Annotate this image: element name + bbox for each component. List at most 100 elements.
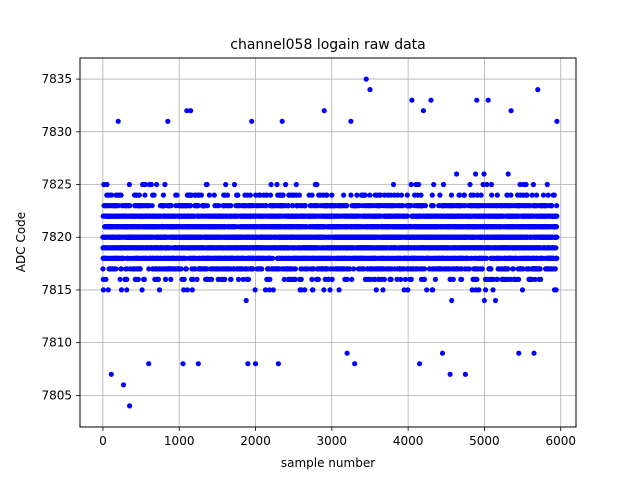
data-point bbox=[351, 266, 357, 272]
data-point bbox=[162, 181, 168, 188]
data-point bbox=[195, 203, 201, 209]
data-point bbox=[135, 276, 141, 282]
data-point bbox=[398, 276, 404, 282]
data-point bbox=[416, 181, 422, 188]
data-point bbox=[348, 192, 354, 198]
data-point bbox=[105, 287, 111, 293]
data-point bbox=[104, 181, 110, 188]
data-point bbox=[118, 287, 125, 293]
data-point bbox=[224, 192, 231, 198]
data-point bbox=[408, 276, 414, 282]
data-point bbox=[440, 181, 447, 188]
data-point bbox=[187, 203, 194, 209]
data-point bbox=[296, 192, 302, 198]
data-point bbox=[404, 213, 410, 219]
data-point bbox=[430, 287, 436, 293]
data-point bbox=[280, 192, 286, 198]
data-point bbox=[354, 192, 360, 198]
data-points bbox=[100, 76, 560, 409]
data-point bbox=[127, 203, 133, 209]
data-point bbox=[283, 181, 289, 188]
data-point bbox=[189, 287, 195, 293]
data-point bbox=[118, 266, 124, 272]
data-point bbox=[118, 192, 124, 198]
data-point bbox=[192, 266, 198, 272]
data-point bbox=[103, 276, 109, 282]
data-point bbox=[310, 287, 316, 293]
data-point bbox=[126, 181, 132, 188]
data-point bbox=[461, 192, 467, 198]
data-point bbox=[235, 192, 241, 198]
data-point bbox=[163, 276, 169, 282]
data-point bbox=[124, 276, 130, 282]
data-point bbox=[424, 287, 430, 293]
data-point bbox=[181, 276, 187, 282]
data-point bbox=[228, 276, 234, 282]
data-point bbox=[302, 203, 308, 209]
data-point bbox=[422, 266, 428, 272]
data-point bbox=[268, 181, 274, 188]
data-point bbox=[349, 276, 355, 282]
data-point bbox=[154, 181, 160, 188]
data-point bbox=[267, 192, 274, 198]
data-point bbox=[362, 192, 368, 198]
data-point bbox=[245, 276, 252, 282]
x-gridlines bbox=[102, 58, 562, 427]
data-point bbox=[474, 276, 480, 282]
data-point bbox=[109, 192, 115, 198]
data-point bbox=[178, 266, 184, 272]
data-point bbox=[136, 192, 142, 198]
data-point bbox=[181, 287, 187, 293]
data-point bbox=[151, 192, 157, 198]
data-point bbox=[454, 171, 460, 177]
data-point bbox=[418, 192, 424, 198]
data-point bbox=[228, 203, 234, 209]
data-point bbox=[321, 287, 327, 293]
data-point bbox=[223, 181, 229, 188]
data-point bbox=[467, 181, 473, 188]
data-point bbox=[476, 287, 482, 293]
data-point bbox=[367, 192, 373, 198]
data-point bbox=[292, 266, 298, 272]
data-point bbox=[341, 192, 347, 198]
data-point bbox=[204, 181, 210, 188]
data-point bbox=[115, 203, 121, 209]
data-point bbox=[113, 266, 119, 272]
data-point bbox=[344, 276, 350, 282]
data-point bbox=[124, 287, 130, 293]
data-point bbox=[448, 192, 455, 198]
data-point bbox=[141, 276, 147, 282]
data-point bbox=[117, 276, 123, 282]
data-point bbox=[327, 287, 333, 293]
data-point bbox=[381, 276, 387, 282]
data-point bbox=[155, 276, 161, 282]
data-point bbox=[204, 203, 211, 209]
data-point bbox=[398, 192, 405, 198]
data-point bbox=[449, 297, 455, 304]
data-point bbox=[206, 192, 212, 198]
data-point bbox=[168, 276, 174, 282]
data-point bbox=[142, 192, 148, 198]
data-point bbox=[146, 266, 152, 272]
data-point bbox=[329, 192, 335, 198]
data-point bbox=[100, 287, 106, 293]
data-point bbox=[222, 276, 228, 282]
data-point bbox=[373, 287, 379, 293]
data-point bbox=[198, 192, 204, 198]
data-point bbox=[235, 276, 242, 282]
data-point bbox=[190, 276, 196, 282]
data-point bbox=[298, 276, 304, 282]
data-point bbox=[336, 287, 342, 293]
data-point bbox=[329, 276, 335, 282]
data-point bbox=[156, 287, 163, 293]
data-point bbox=[380, 287, 386, 293]
data-point bbox=[267, 276, 273, 282]
data-point bbox=[324, 192, 330, 198]
data-point bbox=[270, 255, 276, 261]
data-point bbox=[149, 203, 155, 209]
data-point bbox=[437, 192, 443, 198]
data-point bbox=[404, 192, 410, 198]
data-point bbox=[209, 276, 215, 282]
data-point bbox=[243, 297, 249, 304]
